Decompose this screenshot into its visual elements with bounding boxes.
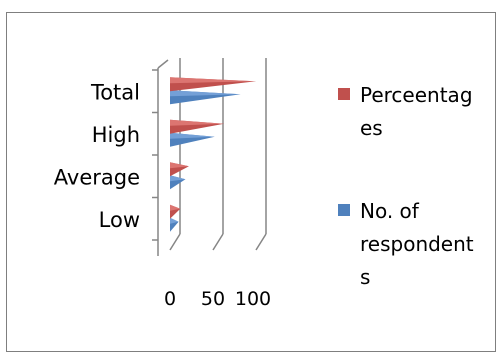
category-label-average: Average	[54, 165, 140, 189]
category-label-high: High	[92, 123, 140, 147]
legend: Perceentag es No. of respondent s	[338, 83, 474, 289]
tick-label-50: 50	[201, 288, 225, 310]
bar-highlight-1-0	[170, 204, 181, 211]
tick-label-100: 100	[235, 288, 271, 310]
legend-label-1-1: respondent	[360, 232, 474, 256]
legend-label-1-2: s	[360, 265, 370, 289]
bar-highlight-1-3	[170, 77, 256, 84]
gridline-floor-2	[255, 233, 267, 251]
legend-label-0-1: es	[360, 116, 383, 140]
category-label-low: Low	[99, 208, 140, 232]
legend-swatch-1	[338, 204, 350, 216]
bar-highlight-1-1	[170, 162, 189, 169]
category-labels: Low Average High Total	[54, 80, 140, 232]
legend-swatch-0	[338, 88, 350, 100]
tick-labels: 0 50 100	[164, 288, 271, 310]
bar-highlight-0-1	[170, 175, 186, 182]
legend-label-0-0: Perceentag	[360, 83, 473, 107]
chart-frame	[6, 12, 496, 352]
bar-highlight-1-2	[170, 119, 225, 126]
axis-top-edge	[157, 59, 169, 69]
tick-label-0: 0	[164, 288, 176, 310]
legend-label-1-0: No. of	[360, 199, 420, 223]
bar-highlight-0-3	[170, 90, 241, 97]
gridline-floor-0	[169, 233, 181, 251]
gridline-floor-1	[212, 233, 224, 251]
bar-highlight-0-0	[170, 217, 179, 224]
category-label-total: Total	[90, 80, 140, 104]
bars	[170, 77, 256, 232]
category-axis	[152, 59, 169, 256]
bar-highlight-0-2	[170, 132, 215, 139]
